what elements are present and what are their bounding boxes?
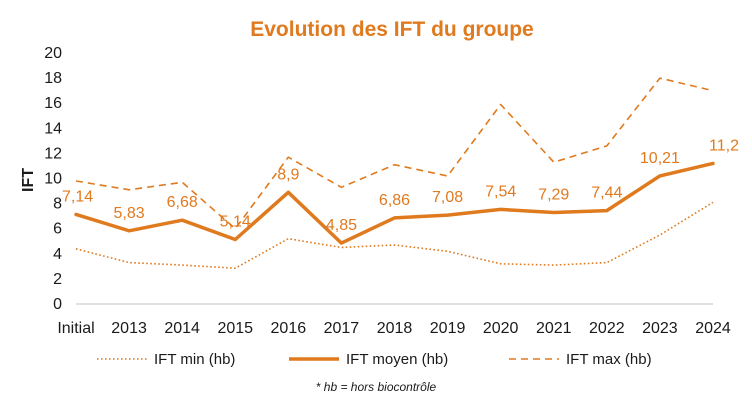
x-tick-label: 2017	[324, 320, 360, 337]
x-axis-ticks: Initial 2013 2014 2015 2016 2017 2018 2019 2020 2…	[57, 320, 731, 337]
data-label-moyen: 7,08	[432, 189, 463, 206]
data-label-moyen: 5,83	[114, 205, 145, 222]
x-tick-label: 2015	[217, 320, 253, 337]
y-tick-label: 0	[53, 296, 62, 313]
data-label-moyen: 8,9	[277, 166, 299, 183]
y-tick-label: 16	[44, 95, 62, 112]
x-tick-label: 2019	[430, 320, 466, 337]
data-label-moyen: 5,14	[220, 213, 251, 230]
data-label-moyen: 7,44	[591, 185, 622, 202]
footnote: * hb = hors biocontrôle	[316, 380, 437, 394]
x-tick-label: 2023	[642, 320, 678, 337]
data-label-moyen: 10,21	[640, 150, 680, 167]
x-tick-label: 2024	[695, 320, 731, 337]
x-tick-label: 2013	[111, 320, 147, 337]
y-tick-label: 14	[44, 120, 62, 137]
x-tick-label: 2016	[271, 320, 307, 337]
y-tick-label: 2	[53, 271, 62, 288]
x-tick-label: 2021	[536, 320, 572, 337]
data-label-moyen: 6,86	[379, 192, 410, 209]
data-label-moyen: 7,14	[62, 188, 93, 205]
data-label-moyen: 4,85	[326, 217, 357, 234]
y-tick-label: 10	[44, 171, 62, 188]
y-axis-ticks: 0 2 4 6 8 10 12 14 16 18 20	[44, 45, 62, 313]
x-tick-label: 2020	[483, 320, 519, 337]
series-layer	[74, 77, 715, 270]
x-tick-label: 2022	[589, 320, 625, 337]
legend-label-min: IFT min (hb)	[154, 351, 235, 368]
y-tick-label: 12	[44, 145, 62, 162]
legend-label-max: IFT max (hb)	[566, 351, 652, 368]
data-label-moyen: 7,54	[485, 183, 516, 200]
y-tick-label: 6	[53, 221, 62, 238]
y-axis-label: IFT	[20, 168, 37, 192]
series-line-min	[75, 201, 714, 270]
data-label-moyen: 11,2	[709, 137, 739, 154]
x-tick-label: Initial	[57, 320, 94, 337]
y-tick-label: 18	[44, 70, 62, 87]
data-label-moyen: 6,68	[167, 194, 198, 211]
y-tick-label: 20	[44, 45, 62, 62]
legend-label-moyen: IFT moyen (hb)	[346, 351, 448, 368]
chart-title: Evolution des IFT du groupe	[250, 18, 534, 41]
legend: IFT min (hb) IFT moyen (hb) IFT max (hb)	[97, 351, 652, 368]
y-tick-label: 8	[53, 196, 62, 213]
x-tick-label: 2014	[164, 320, 200, 337]
data-labels: 7,14 5,83 6,68 5,14 8,9 4,85 6,86 7,08 7,54 7,29 7…	[62, 137, 739, 234]
data-label-moyen: 7,29	[538, 187, 569, 204]
x-tick-label: 2018	[377, 320, 413, 337]
y-tick-label: 4	[53, 246, 62, 263]
